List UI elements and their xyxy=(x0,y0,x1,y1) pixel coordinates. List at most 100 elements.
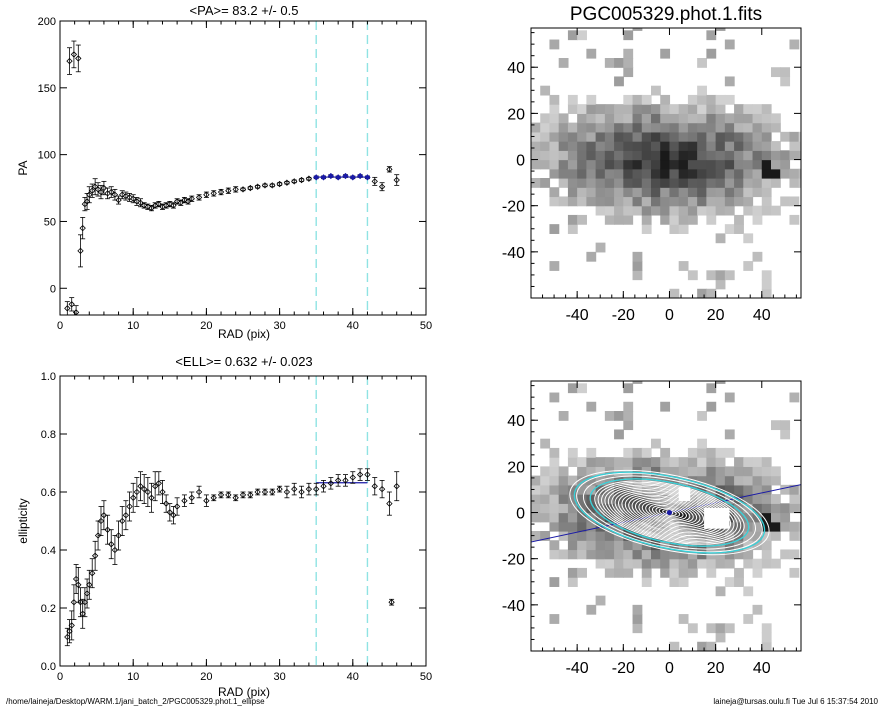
img-pixel xyxy=(789,214,800,225)
img-y-tick-label: 20 xyxy=(507,106,525,123)
iso-pixel xyxy=(697,438,707,449)
ellipticity-y-axis-label: ellipticity xyxy=(16,498,30,543)
iso-pixel xyxy=(595,466,606,477)
iso-pixel xyxy=(558,494,569,504)
img-pixel xyxy=(586,251,597,262)
iso-pixel xyxy=(632,604,643,615)
img-pixel xyxy=(697,85,707,96)
iso-pixel xyxy=(743,457,754,467)
img-pixel xyxy=(761,178,772,188)
iso-pixel xyxy=(623,411,634,421)
iso-pixel-layer xyxy=(531,381,801,651)
iso-pixel xyxy=(586,549,597,560)
img-pixel xyxy=(623,58,634,68)
img-pixel xyxy=(595,150,606,161)
img-pixel xyxy=(687,150,698,161)
img-pixel xyxy=(697,196,707,207)
iso-pixel xyxy=(697,641,707,651)
iso-pixel xyxy=(558,521,569,532)
img-pixel xyxy=(567,196,578,207)
pa-data-point xyxy=(261,182,269,189)
img-pixel xyxy=(771,67,781,78)
img-pixel xyxy=(789,131,800,142)
img-pixel xyxy=(761,159,772,170)
img-pixel xyxy=(669,168,680,179)
ell-y-tick-label: 0.0 xyxy=(41,661,56,673)
iso-pixel xyxy=(558,475,569,486)
ell-y-tick-label: 0.2 xyxy=(41,603,56,615)
pa-data-point xyxy=(119,191,126,198)
img-pixel xyxy=(734,168,744,179)
pa-data-point xyxy=(225,187,232,194)
iso-pixel xyxy=(604,503,615,514)
img-pixel xyxy=(558,178,569,188)
iso-pixel xyxy=(752,484,763,495)
img-pixel xyxy=(641,168,652,179)
img-pixel xyxy=(761,122,772,133)
img-pixel xyxy=(798,141,801,151)
img-pixel xyxy=(577,196,587,207)
pa-data-point xyxy=(232,186,239,193)
pa-data-point xyxy=(108,188,115,196)
iso-pixel xyxy=(641,558,652,569)
iso-pixel xyxy=(632,447,643,458)
img-pixel xyxy=(604,113,615,124)
iso-pixel xyxy=(651,466,661,477)
iso-pixel xyxy=(724,503,735,514)
img-pixel xyxy=(678,196,689,207)
iso-x-tick-label: 0 xyxy=(665,660,674,677)
iso-pixel xyxy=(687,558,698,569)
img-pixel-layer xyxy=(531,28,801,298)
iso-pixel xyxy=(577,475,587,486)
ell-data-point xyxy=(386,500,393,507)
iso-pixel xyxy=(567,457,578,467)
img-pixel xyxy=(752,251,763,262)
img-pixel xyxy=(678,159,689,170)
img-pixel xyxy=(632,150,643,161)
img-pixel xyxy=(595,242,606,253)
iso-pixel xyxy=(604,567,615,578)
iso-pixel xyxy=(651,438,661,449)
img-pixel xyxy=(567,30,578,41)
ell-data-point xyxy=(173,503,181,510)
iso-pixel xyxy=(632,466,643,477)
img-pixel xyxy=(632,205,643,216)
img-pixel xyxy=(614,205,624,216)
iso-pixel xyxy=(706,484,717,495)
ell-data-point xyxy=(148,494,155,501)
img-pixel xyxy=(789,141,800,151)
iso-pixel xyxy=(614,429,624,440)
img-pixel xyxy=(669,104,680,114)
iso-pixel xyxy=(623,549,634,560)
iso-pixel xyxy=(743,466,754,477)
img-pixel xyxy=(743,159,754,170)
img-pixel xyxy=(595,187,606,198)
img-pixel xyxy=(669,178,680,188)
img-pixel xyxy=(678,150,689,161)
iso-pixel xyxy=(567,521,578,532)
img-pixel xyxy=(761,131,772,142)
img-pixel xyxy=(706,159,717,170)
ell-data-point xyxy=(327,480,335,487)
img-pixel xyxy=(604,214,615,225)
iso-pixel xyxy=(789,521,800,532)
iso-pixel xyxy=(604,457,615,467)
img-pixel xyxy=(771,113,781,124)
img-pixel xyxy=(641,214,652,225)
iso-pixel xyxy=(577,383,587,394)
iso-pixel xyxy=(567,475,578,486)
img-pixel xyxy=(623,104,634,114)
img-pixel xyxy=(586,122,597,133)
pa-data-point xyxy=(100,184,108,192)
img-pixel xyxy=(567,168,578,179)
iso-pixel xyxy=(724,484,735,495)
img-pixel xyxy=(669,288,680,298)
iso-pixel xyxy=(614,411,624,421)
img-pixel xyxy=(586,141,597,151)
img-pixel xyxy=(604,196,615,207)
img-pixel xyxy=(632,261,643,271)
iso-pixel xyxy=(761,632,772,643)
iso-pixel xyxy=(752,531,763,541)
iso-pixel xyxy=(623,540,634,551)
